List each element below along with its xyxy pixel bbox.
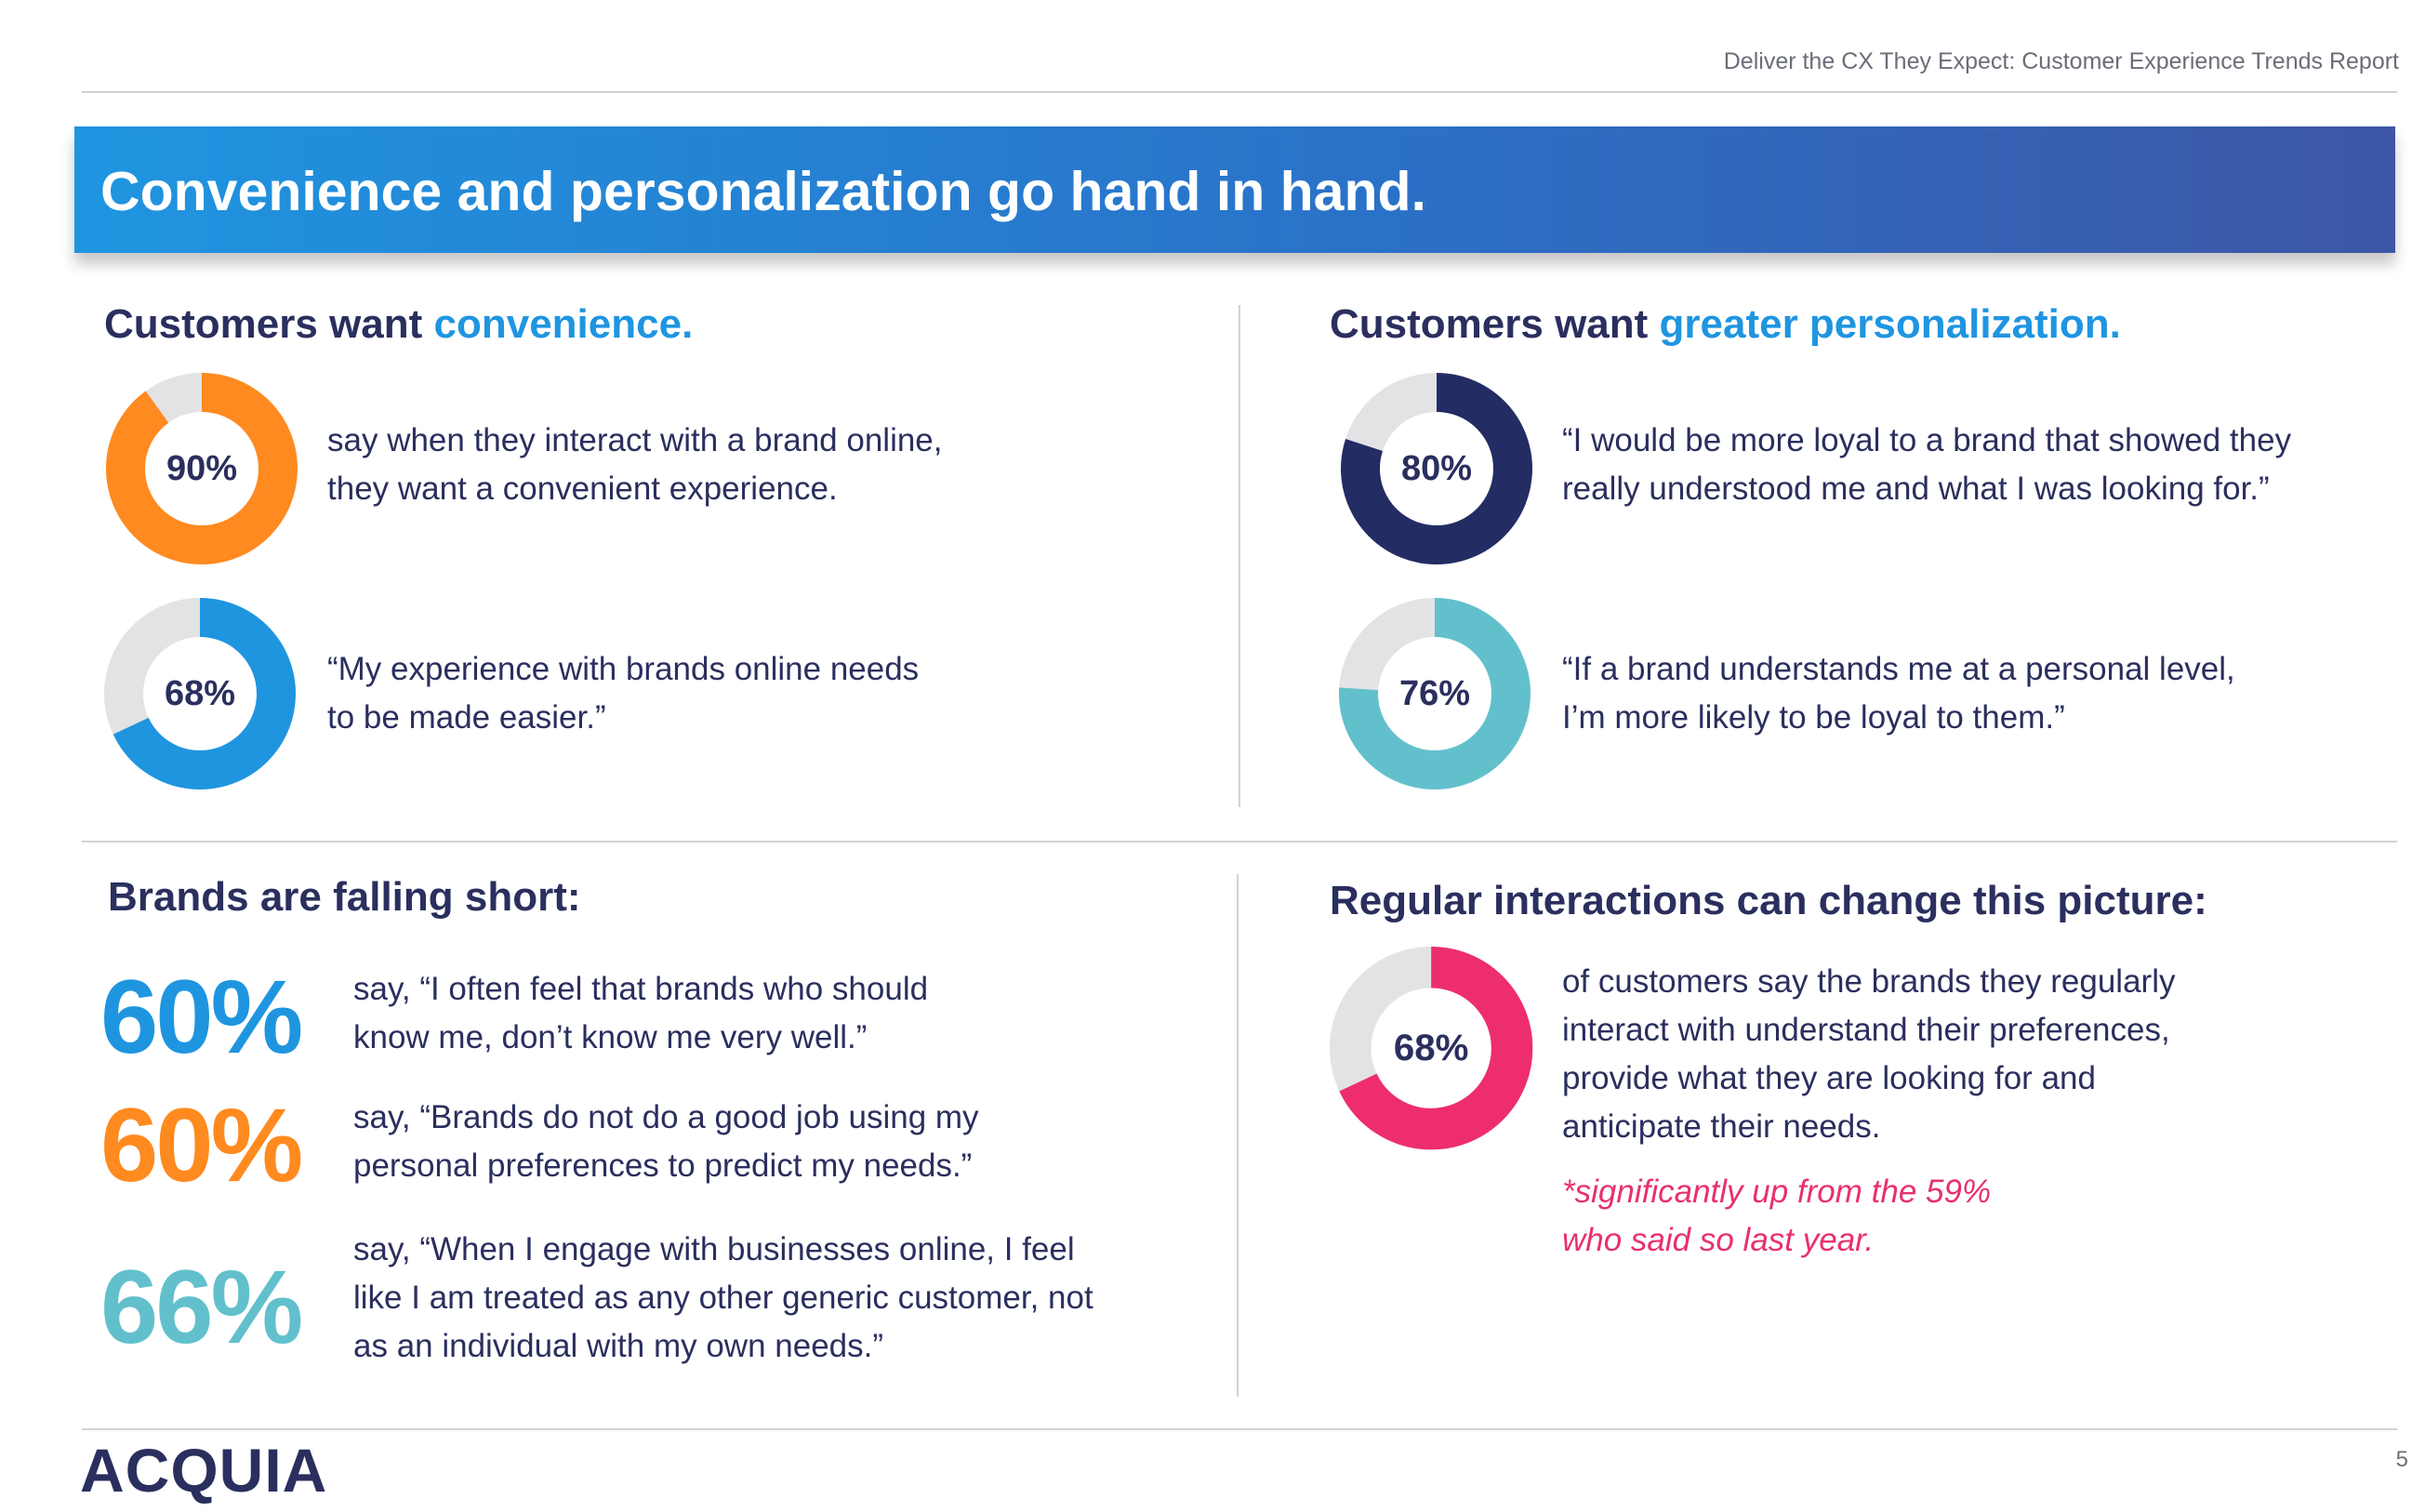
convenience-heading-accent: convenience. [433,301,694,347]
donut-percent-label: 80% [1400,449,1473,488]
title-banner: Convenience and personalization go hand … [74,126,2395,253]
convenience-stat-1-text: say when they interact with a brand onli… [327,417,943,513]
falling-short-stat-3-percent: 66% [100,1249,303,1365]
personalization-heading-prefix: Customers want [1330,301,1660,347]
text-line: interact with understand their preferenc… [1562,1012,2170,1048]
text-line: as an individual with my own needs.” [353,1328,884,1364]
text-line: I’m more likely to be loyal to them.” [1562,699,2065,736]
donut-value-arc [106,373,298,564]
text-line: know me, don’t know me very well.” [353,1019,868,1055]
column-divider-bottom [1237,874,1239,1397]
text-line: like I am treated as any other generic c… [353,1280,1093,1316]
falling-short-stat-3-text: say, “When I engage with businesses onli… [353,1226,1093,1371]
report-title: Deliver the CX They Expect: Customer Exp… [1723,48,2399,74]
text-line: say when they interact with a brand onli… [327,422,943,458]
regular-interactions-text: of customers say the brands they regular… [1562,958,2175,1151]
text-line: say, “When I engage with businesses onli… [353,1231,1075,1267]
donut-svg [1341,373,1532,564]
text-line: personal preferences to predict my needs… [353,1147,973,1184]
donut-svg [1339,598,1531,789]
falling-short-heading: Brands are falling short: [108,874,581,920]
convenience-heading-prefix: Customers want [104,301,434,347]
acquia-logo: ACQUIA [80,1436,328,1505]
text-line: provide what they are looking for and [1562,1060,2096,1096]
text-line: to be made easier.” [327,699,606,736]
text-line: “I would be more loyal to a brand that s… [1562,422,2292,458]
falling-short-stat-1-percent: 60% [100,959,303,1075]
donut-chart-80: 80% [1341,373,1532,564]
text-line: “My experience with brands online needs [327,651,920,687]
donut-percent-label: 76% [1398,674,1471,713]
section-divider [82,841,2397,842]
personalization-heading-accent: greater personalization. [1659,301,2121,347]
note-line: who said so last year. [1562,1222,1875,1258]
text-line: say, “Brands do not do a good job using … [353,1099,979,1135]
convenience-stat-2-text: “My experience with brands online needs … [327,645,919,742]
year-over-year-note: *significantly up from the 59% who said … [1562,1168,1991,1265]
donut-percent-label: 68% [164,674,236,713]
column-divider-top [1239,305,1240,807]
donut-chart-68-regular: 68% [1330,947,1533,1150]
falling-short-stat-1-text: say, “I often feel that brands who shoul… [353,965,928,1062]
donut-percent-label: 90% [166,449,238,488]
donut-svg [106,373,298,564]
donut-svg [1330,947,1533,1150]
personalization-stat-2-text: “If a brand understands me at a personal… [1562,645,2235,742]
donut-value-arc [1330,947,1533,1150]
note-line: *significantly up from the 59% [1562,1174,1992,1210]
donut-chart-76: 76% [1339,598,1531,789]
regular-interactions-heading: Regular interactions can change this pic… [1330,878,2207,923]
header-divider [82,91,2397,93]
convenience-heading: Customers want convenience. [104,301,693,348]
text-line: “If a brand understands me at a personal… [1562,651,2235,687]
page-number: 5 [2395,1447,2408,1472]
text-line: really understood me and what I was look… [1562,471,2270,507]
text-line: anticipate their needs. [1562,1108,1881,1145]
donut-value-arc [1339,598,1531,789]
donut-chart-90: 90% [106,373,298,564]
text-line: say, “I often feel that brands who shoul… [353,971,929,1007]
donut-chart-68: 68% [104,598,296,789]
donut-value-arc [1341,373,1532,564]
falling-short-stat-2-text: say, “Brands do not do a good job using … [353,1094,979,1190]
donut-percent-label: 68% [1393,1027,1469,1069]
donut-svg [104,598,296,789]
personalization-heading: Customers want greater personalization. [1330,301,2121,348]
falling-short-stat-2-percent: 60% [100,1087,303,1203]
text-line: they want a convenient experience. [327,471,838,507]
personalization-stat-1-text: “I would be more loyal to a brand that s… [1562,417,2291,513]
donut-value-arc [104,598,296,789]
text-line: of customers say the brands they regular… [1562,963,2176,1000]
banner-title: Convenience and personalization go hand … [100,161,1426,222]
footer-divider [82,1428,2397,1430]
